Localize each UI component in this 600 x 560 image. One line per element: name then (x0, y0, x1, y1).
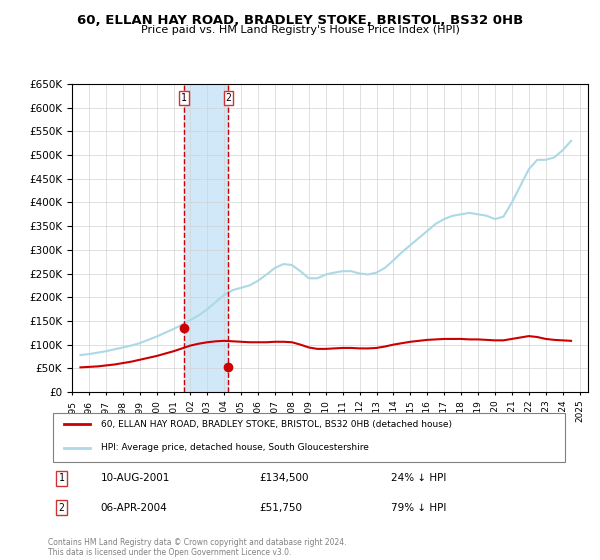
Text: HPI: Average price, detached house, South Gloucestershire: HPI: Average price, detached house, Sout… (101, 444, 368, 452)
Bar (184, 84, 229, 392)
Text: 2: 2 (226, 93, 232, 103)
Text: 10-AUG-2001: 10-AUG-2001 (101, 473, 170, 483)
Text: £51,750: £51,750 (259, 503, 302, 513)
FancyBboxPatch shape (53, 413, 565, 462)
Text: Price paid vs. HM Land Registry's House Price Index (HPI): Price paid vs. HM Land Registry's House … (140, 25, 460, 35)
Text: 06-APR-2004: 06-APR-2004 (101, 503, 167, 513)
Text: 79% ↓ HPI: 79% ↓ HPI (391, 503, 446, 513)
Text: 24% ↓ HPI: 24% ↓ HPI (391, 473, 446, 483)
Text: Contains HM Land Registry data © Crown copyright and database right 2024.
This d: Contains HM Land Registry data © Crown c… (48, 538, 347, 557)
Text: 1: 1 (181, 93, 187, 103)
Text: £134,500: £134,500 (259, 473, 309, 483)
Text: 2: 2 (59, 503, 64, 513)
Text: 1: 1 (59, 473, 64, 483)
Text: 60, ELLAN HAY ROAD, BRADLEY STOKE, BRISTOL, BS32 0HB: 60, ELLAN HAY ROAD, BRADLEY STOKE, BRIST… (77, 14, 523, 27)
Text: 60, ELLAN HAY ROAD, BRADLEY STOKE, BRISTOL, BS32 0HB (detached house): 60, ELLAN HAY ROAD, BRADLEY STOKE, BRIST… (101, 419, 452, 429)
